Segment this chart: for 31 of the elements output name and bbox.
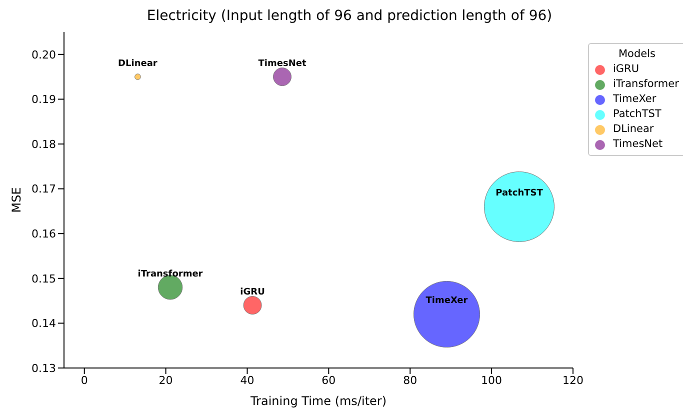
y-tick-label: 0.18 — [32, 138, 56, 151]
legend-label: TimeXer — [613, 92, 656, 107]
y-tick-label: 0.13 — [32, 362, 56, 375]
x-axis-title: Training Time (ms/iter) — [249, 394, 387, 408]
text: iTransformer — [138, 269, 203, 280]
legend-label: TimesNet — [613, 137, 663, 152]
x-tick-label: 20 — [158, 374, 173, 387]
y-tick-label: 0.16 — [32, 228, 56, 241]
y-tick-label: 0.20 — [32, 48, 56, 62]
legend-title: Models — [617, 47, 656, 62]
x-tick-label: 120 — [562, 374, 584, 387]
legend-label: iTransformer — [613, 77, 679, 92]
text: TimeXer — [426, 296, 468, 306]
legend-label: PatchTST — [613, 107, 662, 122]
x-tick-label: 40 — [240, 374, 254, 387]
text: TimesNet — [258, 58, 306, 69]
legend-label: DLinear — [613, 122, 654, 137]
text: PatchTST — [496, 188, 543, 199]
chart-title: Electricity (Input length of 96 and prediction length of 96) — [146, 8, 554, 24]
y-tick-label: 0.17 — [32, 182, 56, 196]
text: DLinear — [118, 58, 158, 69]
y-tick-label: 0.19 — [32, 93, 56, 106]
x-tick-label: 0 — [80, 374, 88, 387]
y-tick-label: 0.14 — [32, 317, 56, 330]
x-tick-label: 80 — [403, 374, 418, 387]
y-axis-title: MSE — [9, 187, 24, 213]
text: iGRU — [240, 287, 265, 298]
x-tick-label: 100 — [481, 374, 502, 387]
x-tick-label: 60 — [322, 374, 336, 387]
legend-label: iGRU — [613, 62, 640, 77]
y-tick-label: 0.15 — [32, 272, 56, 286]
